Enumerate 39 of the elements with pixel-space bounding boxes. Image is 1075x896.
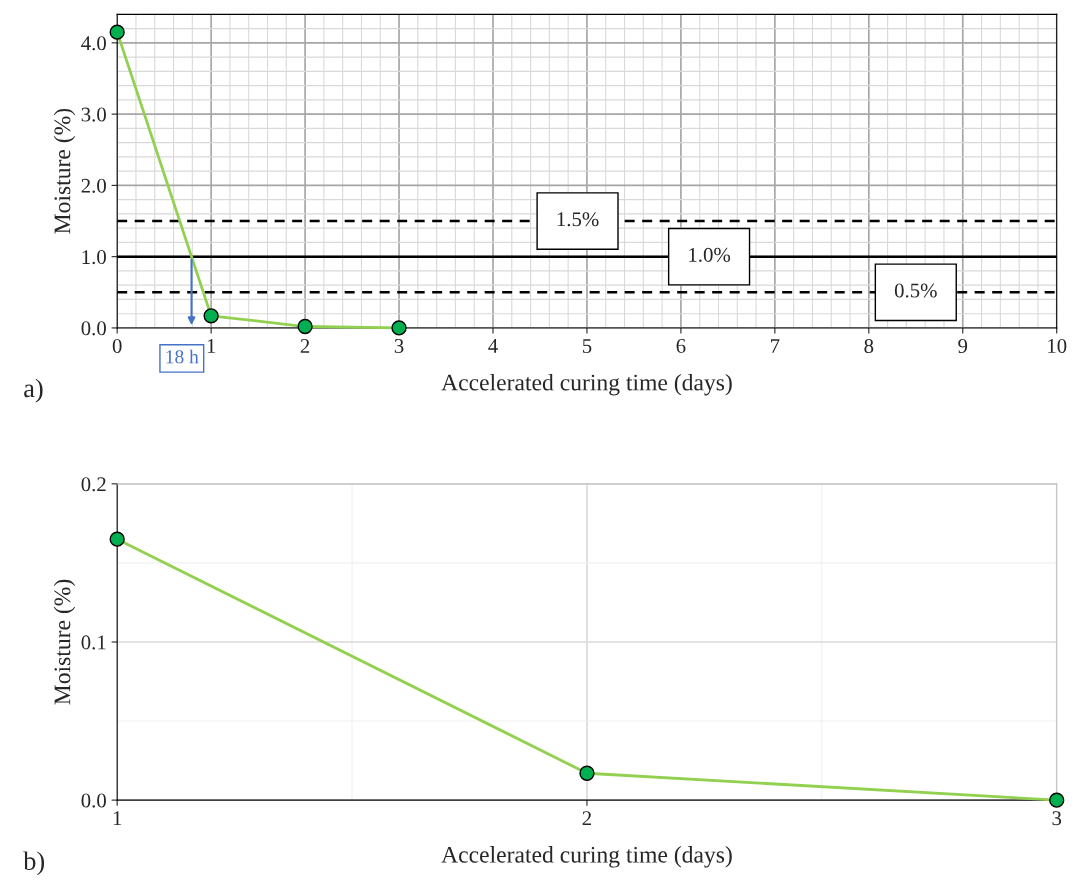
x-tick-label: 6 xyxy=(676,339,686,354)
x-tick-label: 9 xyxy=(958,339,968,354)
ref-line-label: 1.0% xyxy=(689,247,731,262)
text: b) xyxy=(23,851,45,876)
point xyxy=(203,308,219,324)
x-tick-label: 4 xyxy=(488,339,498,353)
point xyxy=(1049,792,1065,808)
point xyxy=(391,320,407,336)
x-tick-label: 10 xyxy=(1048,338,1067,354)
point xyxy=(579,765,595,781)
ref-line-label: 1.5% xyxy=(557,212,599,227)
y-tick-label: 4.0 xyxy=(81,36,106,51)
y-tick-label: 0.1 xyxy=(81,635,106,650)
x-tick-label: 3 xyxy=(394,339,404,354)
x-tick-label: 5 xyxy=(582,339,592,354)
y-tick-label: 1.0 xyxy=(82,250,106,265)
ref-line-label: 0.5% xyxy=(894,283,937,298)
x-tick-label: 3 xyxy=(1052,811,1062,826)
x-tick-label: 8 xyxy=(864,338,874,354)
y-tick-label: 3.0 xyxy=(81,107,106,122)
point xyxy=(297,318,313,335)
x-axis-title: Accelerated curing time (days) xyxy=(441,373,732,396)
y-axis-title: Moisture (%) xyxy=(53,108,76,234)
point xyxy=(109,24,125,40)
text: a) xyxy=(24,378,43,403)
x-tick-label: 2 xyxy=(300,339,310,353)
y-axis-title: Moisture (%) xyxy=(53,579,76,705)
y-tick-label: 2.0 xyxy=(81,178,106,193)
y-tick-label: 0.0 xyxy=(81,321,106,336)
text: 18 h xyxy=(166,349,199,364)
point xyxy=(109,531,125,547)
x-tick-label: 0 xyxy=(112,338,122,354)
x-tick-label: 1 xyxy=(113,811,122,825)
x-tick-label: 1 xyxy=(207,339,216,353)
y-tick-label: 0.0 xyxy=(81,793,106,808)
x-tick-label: 7 xyxy=(771,339,780,353)
x-tick-label: 2 xyxy=(582,811,592,825)
y-tick-label: 0.2 xyxy=(81,477,106,492)
x-axis-title: Accelerated curing time (days) xyxy=(441,846,732,868)
